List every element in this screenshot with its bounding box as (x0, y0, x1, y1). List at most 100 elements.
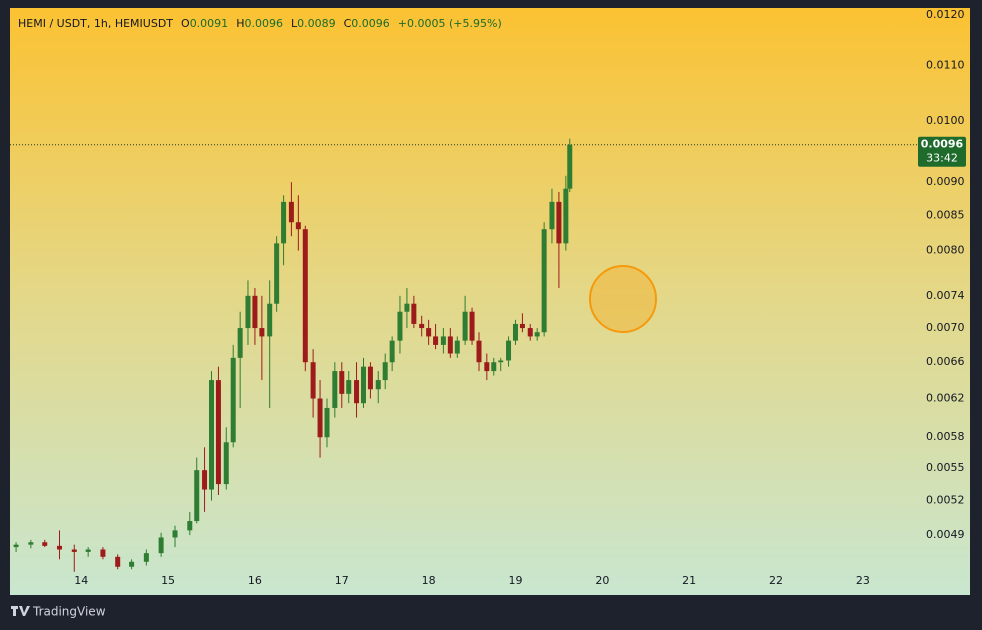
y-tick-label: 0.0090 (926, 175, 965, 188)
candle-body (404, 303, 410, 312)
candle-body (462, 311, 468, 341)
candle-body (397, 311, 403, 341)
y-tick-label: 0.0049 (926, 528, 965, 541)
symbol: HEMI / USDT, 1h, HEMIUSDT (18, 17, 173, 30)
candle-body (367, 366, 373, 390)
countdown-label: 33:42 (926, 152, 958, 165)
candle-body (42, 542, 48, 546)
candle-body (274, 243, 280, 304)
candle-body (302, 229, 308, 363)
candle-body (447, 336, 453, 354)
candle-body (295, 222, 301, 230)
candle-body (563, 188, 569, 244)
candle-body (440, 336, 446, 345)
x-tick-label: 23 (856, 574, 870, 587)
candle-body (484, 362, 490, 372)
candle-body (187, 521, 193, 531)
candle-body (223, 442, 229, 485)
x-tick-label: 18 (422, 574, 436, 587)
y-tick-label: 0.0100 (926, 114, 965, 127)
ohlc-key: C (344, 17, 352, 30)
ohlc-value: 0.0091 (190, 17, 229, 30)
candle-body (411, 303, 417, 324)
candle-body (375, 380, 381, 390)
candle-body (491, 362, 497, 372)
candle-body (194, 470, 200, 522)
candle-body (143, 553, 149, 562)
candle-body (310, 362, 316, 399)
ohlc-key: O (181, 17, 190, 30)
x-tick-label: 21 (682, 574, 696, 587)
y-tick-label: 0.0085 (926, 208, 965, 221)
candle-body (498, 360, 504, 363)
candle-body (512, 323, 518, 341)
y-tick-label: 0.0062 (926, 392, 965, 405)
candle-body (549, 201, 555, 230)
candle-body (252, 295, 258, 329)
change: +0.0005 (+5.95%) (398, 17, 502, 30)
last-price-label: 0.0096 (921, 138, 964, 151)
y-tick-label: 0.0070 (926, 321, 965, 334)
x-tick-label: 19 (508, 574, 522, 587)
candle-body (57, 545, 63, 550)
x-tick-label: 16 (248, 574, 262, 587)
brand: TradingView (11, 605, 106, 619)
candle-body (245, 295, 251, 329)
candle-body (354, 380, 360, 404)
candle-body (324, 407, 330, 438)
candle-body (339, 371, 345, 394)
brand-name: TradingView (32, 605, 106, 619)
ohlc-key: H (236, 17, 244, 30)
y-tick-label: 0.0066 (926, 355, 965, 368)
candle-body (288, 201, 294, 223)
candle-body (28, 542, 34, 545)
ohlc-value: 0.0089 (297, 17, 336, 30)
candle-body (85, 549, 91, 552)
candle-body (426, 328, 432, 337)
candle-body (215, 380, 221, 485)
candle-body (281, 201, 287, 244)
x-tick-label: 14 (74, 574, 88, 587)
chart-panel (10, 8, 970, 595)
candle-body (267, 303, 273, 337)
candle-body (208, 380, 214, 490)
x-tick-label: 15 (161, 574, 175, 587)
candle-body (172, 530, 178, 538)
y-tick-label: 0.0052 (926, 494, 965, 507)
y-tick-label: 0.0055 (926, 461, 965, 474)
candle-body (202, 470, 208, 490)
candle-body (317, 398, 323, 438)
candle-body (527, 328, 533, 337)
candle-body (158, 537, 164, 554)
candle-body (230, 357, 236, 443)
x-tick-label: 22 (769, 574, 783, 587)
candle-body (115, 556, 121, 567)
highlight-circle (589, 265, 657, 333)
ohlc-legend: HEMI / USDT, 1h, HEMIUSDT O0.0091 H0.0096 L… (18, 17, 502, 30)
candle-body (332, 371, 338, 408)
x-tick-label: 20 (595, 574, 609, 587)
candle-body (454, 340, 460, 354)
candle-body (534, 332, 540, 337)
candle-body (360, 366, 366, 404)
candle-body (469, 311, 475, 341)
candle-body (346, 380, 352, 394)
ohlc-key: L (291, 17, 298, 30)
ohlc-value: 0.0096 (244, 17, 283, 30)
candle-body (129, 561, 135, 567)
ohlc-value: 0.0096 (351, 17, 390, 30)
candle-body (71, 549, 77, 552)
last-price-box (918, 136, 966, 167)
y-tick-label: 0.0074 (926, 289, 965, 302)
candle-body (519, 323, 525, 329)
brand-logo (11, 606, 30, 616)
y-tick-label: 0.0058 (926, 430, 965, 443)
candle-body (556, 201, 562, 244)
candle-body (506, 340, 512, 361)
x-tick-label: 17 (335, 574, 349, 587)
candle-body (100, 549, 106, 557)
y-tick-label: 0.0120 (926, 8, 965, 21)
plot: 0.0120 0.0110 0.0100 0.0090 0.0085 0.0080 0.00… (10, 8, 966, 587)
